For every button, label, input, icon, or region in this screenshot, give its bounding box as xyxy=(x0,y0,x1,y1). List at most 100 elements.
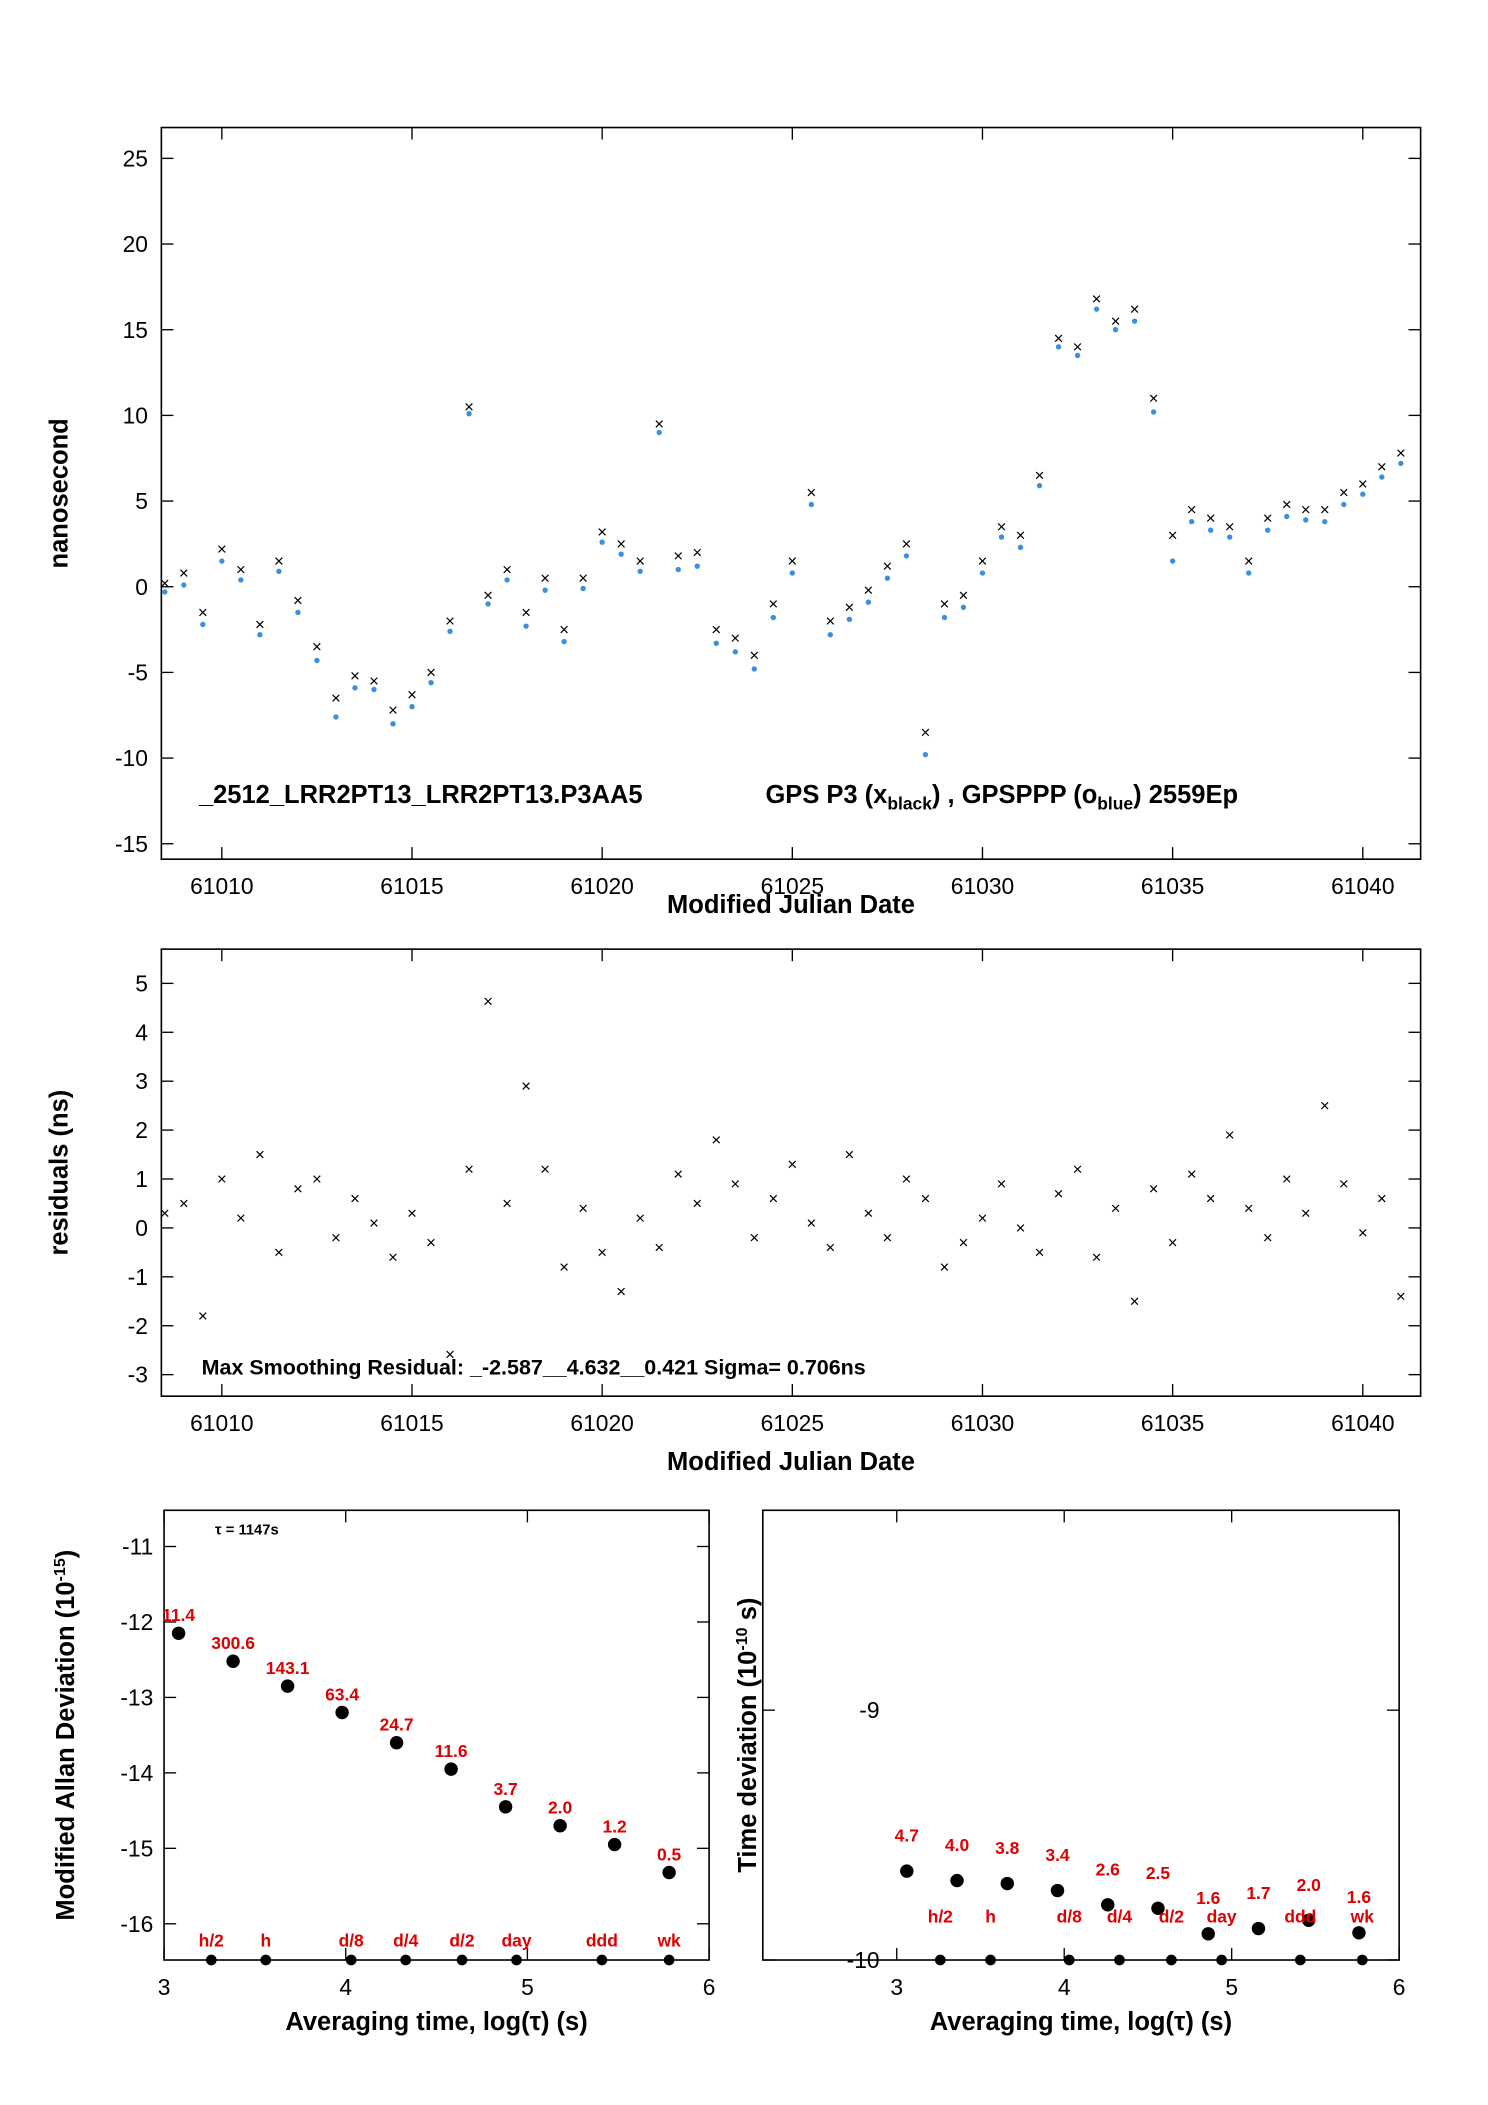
data-point xyxy=(1149,394,1158,403)
data-point xyxy=(1359,480,1367,488)
y-tick-label: -12 xyxy=(120,1609,153,1635)
data-point xyxy=(636,557,644,565)
time-marker-label: day xyxy=(501,1931,531,1951)
data-point xyxy=(1225,522,1234,531)
data-point xyxy=(541,1165,549,1174)
data-point xyxy=(280,1679,295,1693)
data-point xyxy=(884,575,891,581)
data-point xyxy=(1263,514,1272,522)
data-point xyxy=(656,429,662,436)
data-point xyxy=(1016,531,1025,540)
data-point xyxy=(1131,318,1138,324)
annotation: Max Smoothing Residual: _-2.587__4.632__… xyxy=(202,1356,866,1380)
time-marker xyxy=(260,1954,272,1966)
y-axis-title: Time deviation (10-10 s) xyxy=(733,1598,762,1873)
data-point xyxy=(1284,513,1290,520)
annotation: GPS P3 (xblack) , GPSPPP (oblue) 2559Ep xyxy=(765,781,1238,814)
data-point xyxy=(498,1800,513,1814)
data-point xyxy=(1301,1913,1316,1927)
data-point xyxy=(199,608,207,617)
data-point xyxy=(1149,1185,1158,1193)
data-point xyxy=(959,591,968,600)
data-point xyxy=(1322,518,1328,525)
data-point xyxy=(731,634,740,642)
data-point xyxy=(1282,1175,1291,1183)
data-point xyxy=(579,1204,587,1213)
data-point xyxy=(1207,527,1214,533)
y-axis-title-part: -10 xyxy=(733,1627,751,1650)
data-point xyxy=(788,1160,797,1169)
data-point xyxy=(1282,500,1291,509)
data-point xyxy=(807,1219,816,1227)
data-point xyxy=(446,1350,454,1359)
time-marker xyxy=(1294,1954,1306,1966)
y-tick-label: 5 xyxy=(135,488,148,514)
y-axis-title-part: ) xyxy=(52,1550,80,1558)
data-point xyxy=(883,562,892,570)
plot-frame xyxy=(761,1509,1400,1961)
point-note: 2.0 xyxy=(548,1798,572,1818)
data-point xyxy=(1320,505,1329,514)
time-marker-label: h xyxy=(260,1931,271,1951)
data-point xyxy=(257,632,263,638)
data-point xyxy=(238,577,244,583)
data-point xyxy=(1130,305,1139,313)
data-point xyxy=(636,1214,644,1222)
data-point xyxy=(769,600,778,608)
x-tick-label: 3 xyxy=(890,1974,903,2000)
y-tick-label: 25 xyxy=(123,145,148,171)
data-point xyxy=(1320,1101,1329,1110)
y-tick-label: 2 xyxy=(135,1117,148,1143)
data-point xyxy=(693,1199,702,1208)
data-point xyxy=(731,1180,740,1188)
data-point xyxy=(1339,488,1348,497)
data-point xyxy=(1378,1194,1386,1203)
x-tick-label: 5 xyxy=(1225,1974,1238,2000)
x-tick-label: 61020 xyxy=(570,873,633,899)
point-note: 1.6 xyxy=(1196,1888,1221,1908)
data-point xyxy=(826,1243,835,1252)
data-point xyxy=(1101,1898,1115,1912)
data-point xyxy=(694,563,700,569)
time-marker xyxy=(1063,1954,1075,1966)
time-marker-label: d/2 xyxy=(1159,1906,1184,1926)
data-point xyxy=(446,617,454,625)
data-point xyxy=(902,1175,911,1183)
time-marker xyxy=(1114,1954,1125,1966)
data-point xyxy=(1303,517,1309,523)
data-point xyxy=(389,1735,404,1750)
x-tick-label: 61010 xyxy=(190,1410,253,1436)
data-point xyxy=(713,640,719,646)
time-marker xyxy=(511,1954,522,1966)
data-point xyxy=(607,1837,622,1852)
data-point xyxy=(1168,531,1177,540)
y-tick-label: -10 xyxy=(847,1947,880,1973)
y-tick-label: -9 xyxy=(859,1697,879,1723)
y-tick-label: 5 xyxy=(135,970,148,996)
data-point xyxy=(370,1219,378,1227)
data-point xyxy=(750,651,759,660)
y-tick-label: -15 xyxy=(115,831,148,857)
data-point xyxy=(960,604,967,610)
data-point xyxy=(1111,317,1120,325)
data-point xyxy=(1073,1165,1082,1174)
x-tick-label: 4 xyxy=(339,1974,352,2000)
point-note: 3.7 xyxy=(493,1779,517,1799)
data-point xyxy=(769,1194,778,1203)
data-point xyxy=(1017,544,1024,551)
x-tick-label: 61035 xyxy=(1141,873,1204,899)
data-point xyxy=(1111,1204,1120,1213)
time-marker-label: d/4 xyxy=(393,1931,418,1951)
data-point xyxy=(902,540,911,548)
data-point xyxy=(484,997,492,1006)
y-tick-label: 0 xyxy=(135,574,148,600)
data-point xyxy=(903,553,910,559)
y-axis-title: Modified Allan Deviation (10-15) xyxy=(51,1550,80,1921)
data-point xyxy=(580,585,586,592)
data-point xyxy=(371,686,377,693)
y-axis-title-part: Modified Allan Deviation (10 xyxy=(52,1581,80,1920)
data-point xyxy=(959,1238,968,1247)
y-tick-label: -5 xyxy=(128,659,148,685)
data-point xyxy=(523,623,529,629)
